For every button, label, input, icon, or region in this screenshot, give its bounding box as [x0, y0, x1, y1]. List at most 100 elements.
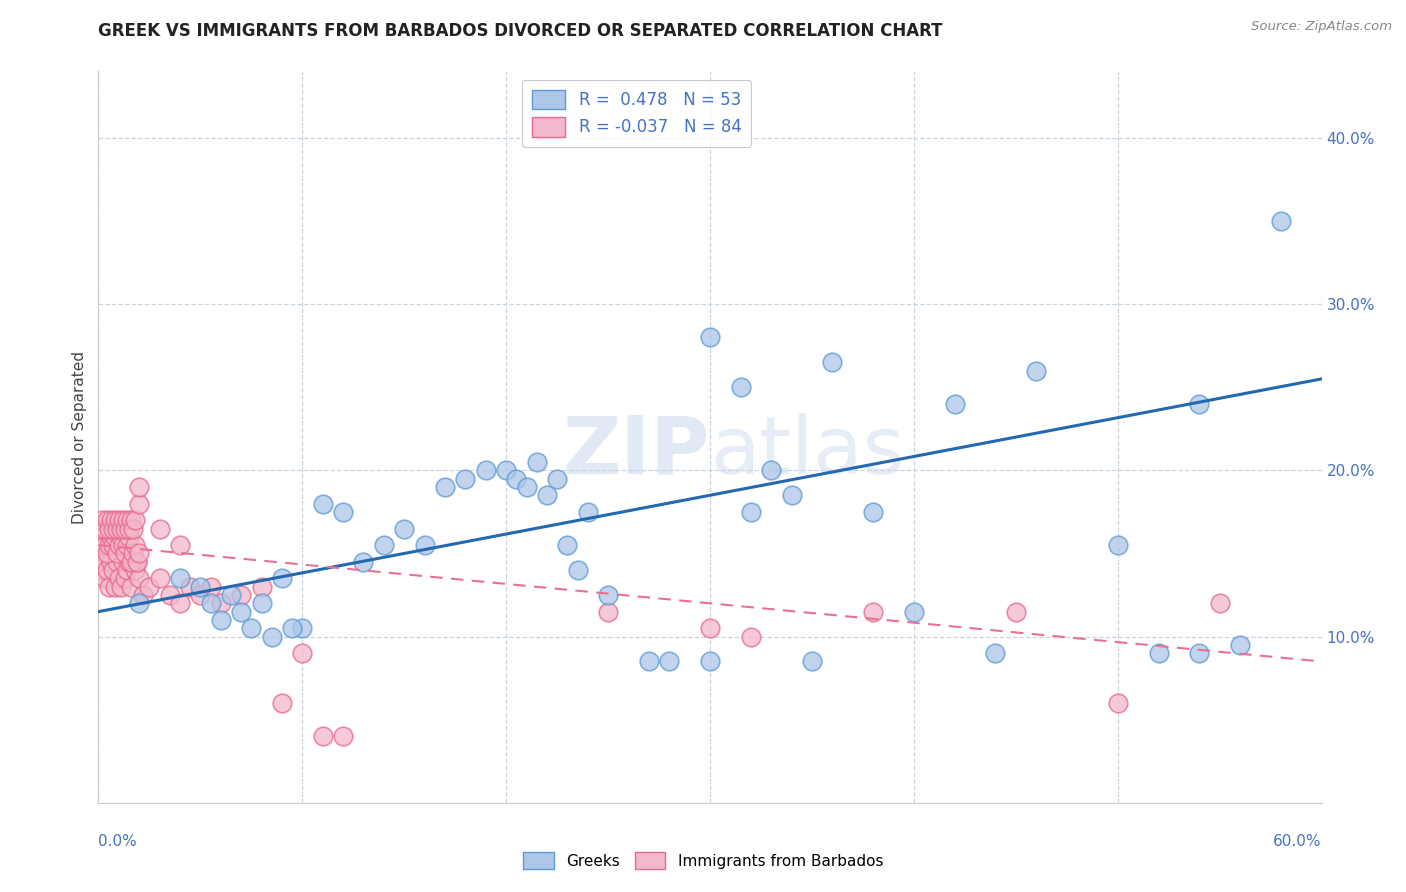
Point: [231, 605, 253, 619]
Point: [124, 513, 146, 527]
Point: [1004, 605, 1026, 619]
Point: [122, 546, 145, 560]
Point: [730, 380, 752, 394]
Point: [1147, 646, 1170, 660]
Point: [250, 596, 273, 610]
Point: [373, 538, 395, 552]
Point: [124, 538, 146, 552]
Point: [598, 588, 620, 602]
Point: [179, 580, 201, 594]
Point: [93, 571, 115, 585]
Point: [801, 655, 824, 669]
Point: [128, 571, 150, 585]
Point: [138, 580, 160, 594]
Point: [209, 613, 232, 627]
Point: [821, 355, 844, 369]
Point: [100, 530, 122, 544]
Point: [122, 521, 145, 535]
Point: [114, 546, 136, 560]
Point: [149, 571, 172, 585]
Point: [111, 555, 134, 569]
Point: [91, 555, 114, 569]
Point: [169, 538, 191, 552]
Point: [903, 605, 925, 619]
Point: [96, 546, 118, 560]
Point: [699, 330, 721, 344]
Point: [122, 555, 145, 569]
Point: [270, 696, 294, 710]
Text: ZIP: ZIP: [562, 413, 710, 491]
Point: [291, 646, 314, 660]
Point: [943, 397, 966, 411]
Point: [188, 588, 212, 602]
Point: [526, 455, 548, 469]
Point: [111, 513, 134, 527]
Point: [128, 480, 150, 494]
Point: [128, 596, 150, 610]
Point: [352, 555, 374, 569]
Point: [1188, 646, 1211, 660]
Point: [1209, 596, 1232, 610]
Point: [115, 563, 138, 577]
Point: [110, 521, 132, 535]
Point: [128, 546, 150, 560]
Legend: R =  0.478   N = 53, R = -0.037   N = 84: R = 0.478 N = 53, R = -0.037 N = 84: [522, 79, 751, 146]
Point: [97, 521, 120, 535]
Point: [281, 621, 304, 635]
Point: [104, 580, 127, 594]
Point: [740, 630, 762, 644]
Point: [1107, 538, 1129, 552]
Point: [118, 521, 141, 535]
Point: [240, 621, 263, 635]
Point: [200, 580, 222, 594]
Point: [1270, 214, 1292, 228]
Point: [105, 521, 128, 535]
Point: [115, 513, 138, 527]
Point: [862, 605, 884, 619]
Point: [108, 513, 131, 527]
Text: 60.0%: 60.0%: [1274, 834, 1322, 849]
Point: [108, 571, 131, 585]
Point: [110, 580, 132, 594]
Point: [250, 580, 273, 594]
Point: [105, 555, 128, 569]
Point: [392, 521, 416, 535]
Legend: Greeks, Immigrants from Barbados: Greeks, Immigrants from Barbados: [517, 846, 889, 875]
Point: [516, 480, 538, 494]
Point: [1107, 696, 1129, 710]
Point: [100, 555, 122, 569]
Point: [505, 472, 527, 486]
Point: [699, 655, 721, 669]
Point: [132, 588, 155, 602]
Point: [434, 480, 457, 494]
Point: [97, 538, 120, 552]
Point: [740, 505, 762, 519]
Point: [546, 472, 568, 486]
Point: [169, 596, 191, 610]
Point: [118, 530, 141, 544]
Point: [474, 463, 498, 477]
Point: [149, 521, 172, 535]
Point: [984, 646, 1007, 660]
Point: [114, 571, 136, 585]
Point: [101, 521, 124, 535]
Point: [104, 530, 127, 544]
Point: [124, 563, 146, 577]
Point: [598, 605, 620, 619]
Point: [96, 563, 118, 577]
Point: [1025, 363, 1047, 377]
Point: [1229, 638, 1251, 652]
Text: Source: ZipAtlas.com: Source: ZipAtlas.com: [1251, 20, 1392, 33]
Point: [89, 563, 111, 577]
Point: [495, 463, 517, 477]
Point: [127, 555, 149, 569]
Point: [658, 655, 681, 669]
Point: [557, 538, 579, 552]
Text: atlas: atlas: [710, 413, 904, 491]
Point: [231, 588, 253, 602]
Point: [780, 488, 803, 502]
Point: [200, 596, 222, 610]
Point: [101, 563, 124, 577]
Point: [862, 505, 884, 519]
Point: [188, 580, 212, 594]
